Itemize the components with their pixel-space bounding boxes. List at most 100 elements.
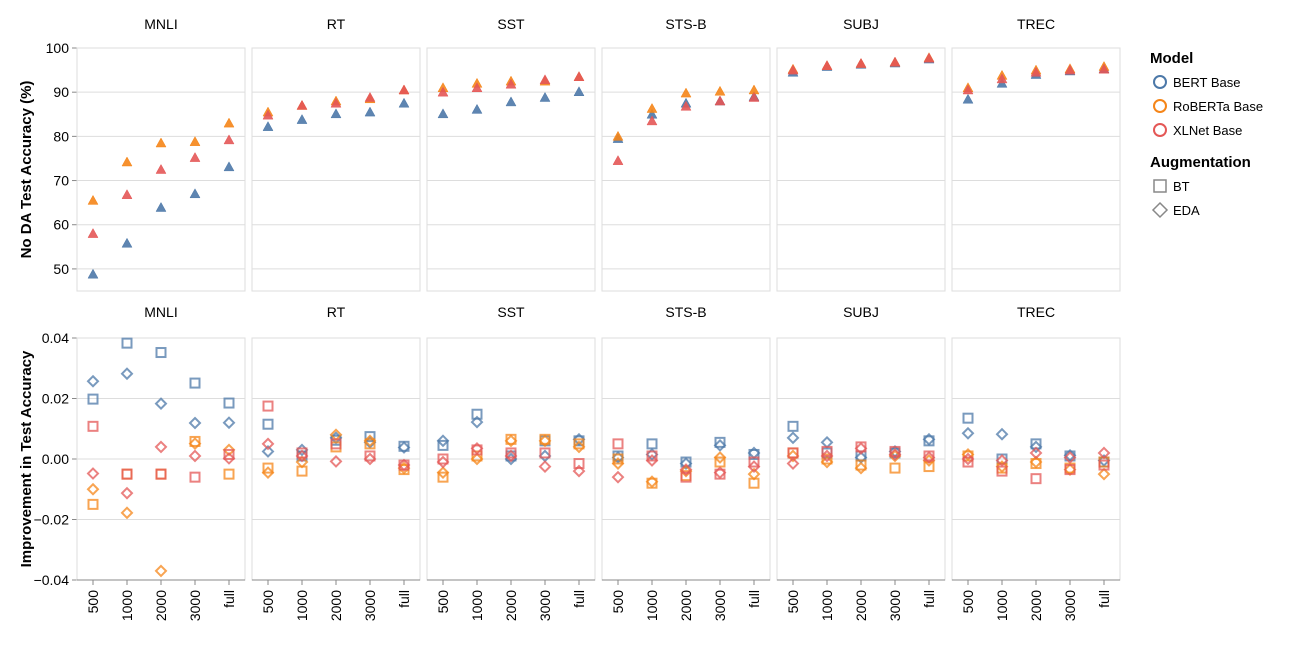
point-xlnet-eda-diamond <box>222 451 236 465</box>
point-xlnet-eda-diamond <box>922 451 936 464</box>
point-roberta-triangle <box>714 85 726 96</box>
point-xlnet-eda-diamond <box>995 454 1009 467</box>
y-axis-title: Improvement in Test Accuracy <box>18 350 35 567</box>
point-xlnet-bt-square <box>539 447 551 459</box>
x-tick-label: 500 <box>610 590 626 614</box>
point-xlnet-eda-diamond <box>397 458 411 472</box>
point-xlnet-eda-diamond <box>120 486 134 500</box>
x-tick-label: 1000 <box>294 590 310 621</box>
point-roberta-eda-diamond <box>995 460 1009 473</box>
legend-bt-square-icon <box>1153 179 1167 193</box>
facet-mnli: MNLI <box>76 16 246 292</box>
point-roberta-eda-diamond <box>679 464 693 478</box>
point-xlnet-triangle <box>646 115 658 126</box>
point-xlnet-eda-diamond <box>188 449 202 463</box>
facet-frame <box>951 47 1121 292</box>
point-xlnet-bt-square <box>573 458 585 470</box>
point-roberta-bt-square <box>855 459 867 471</box>
point-xlnet-eda-diamond <box>470 441 484 455</box>
x-tick-label: 3000 <box>1062 590 1078 621</box>
point-xlnet-triangle <box>1064 64 1076 75</box>
point-bert-triangle <box>573 86 585 96</box>
point-xlnet-eda-diamond <box>154 440 168 454</box>
point-bert-bt-square <box>87 393 99 405</box>
point-bert-triangle <box>539 91 551 102</box>
point-bert-bt-square <box>437 439 449 451</box>
point-bert-eda-diamond <box>572 432 586 446</box>
facet-sst: SST <box>426 16 596 292</box>
y-tick-label: 70 <box>53 173 69 189</box>
y-tick-label: −0.02 <box>34 512 70 528</box>
point-bert-eda-diamond <box>961 426 975 440</box>
point-xlnet-triangle <box>121 189 133 199</box>
x-tick-label: 3000 <box>187 590 203 621</box>
point-xlnet-triangle <box>223 134 235 145</box>
point-bert-triangle <box>364 106 376 117</box>
point-roberta-bt-square <box>121 468 133 480</box>
point-xlnet-triangle <box>539 74 551 85</box>
point-roberta-eda-diamond <box>86 482 100 496</box>
point-xlnet-bt-square <box>680 471 692 483</box>
point-bert-triangle <box>398 97 410 108</box>
y-tick-label: 60 <box>53 217 69 233</box>
legend-bert-circle-icon <box>1153 75 1167 89</box>
point-roberta-triangle <box>223 117 235 128</box>
point-roberta-eda-diamond <box>363 434 377 448</box>
legend-bert-label: BERT Base <box>1173 75 1240 90</box>
point-roberta-triangle <box>121 156 133 167</box>
point-bert-bt-square <box>787 420 799 432</box>
point-xlnet-bt-square <box>437 453 449 465</box>
point-xlnet-eda-diamond <box>436 455 450 469</box>
point-xlnet-bt-square <box>612 438 624 450</box>
facet-title: SUBJ <box>843 304 879 320</box>
point-xlnet-eda-diamond <box>1097 446 1111 460</box>
point-xlnet-eda-diamond <box>261 437 275 451</box>
x-tick-label: 500 <box>785 590 801 614</box>
point-roberta-eda-diamond <box>120 506 134 520</box>
point-xlnet-bt-square <box>962 456 974 468</box>
point-xlnet-triangle <box>87 228 99 238</box>
x-tick-label: 2000 <box>1028 590 1044 621</box>
facet-title: SUBJ <box>843 16 879 32</box>
x-tick-label: 500 <box>960 590 976 614</box>
point-roberta-eda-diamond <box>713 451 727 464</box>
facet-title: TREC <box>1017 16 1055 32</box>
point-xlnet-triangle <box>748 91 760 102</box>
point-xlnet-triangle <box>680 100 692 111</box>
point-xlnet-triangle <box>155 163 167 174</box>
point-xlnet-eda-diamond <box>645 454 659 467</box>
point-roberta-triangle <box>155 137 167 148</box>
x-tick-label: 1000 <box>819 590 835 621</box>
point-bert-eda-diamond <box>188 416 202 430</box>
point-xlnet-triangle <box>1098 63 1110 74</box>
point-xlnet-eda-diamond <box>961 452 975 466</box>
y-tick-label: −0.04 <box>34 572 70 588</box>
point-xlnet-eda-diamond <box>713 466 727 480</box>
point-bert-triangle <box>505 96 517 107</box>
point-bert-eda-diamond <box>1097 454 1111 467</box>
point-bert-bt-square <box>364 431 376 443</box>
x-tick-label: 2000 <box>503 590 519 621</box>
x-tick-label: full <box>921 590 937 608</box>
point-xlnet-triangle <box>612 155 624 165</box>
chart-row-accuracy: No DA Test Accuracy (%) 50 60 70 80 90 100 MNLI… <box>18 16 1121 292</box>
point-bert-eda-diamond <box>922 432 936 446</box>
point-xlnet-bt-square <box>364 450 376 462</box>
point-xlnet-eda-diamond <box>1029 446 1043 460</box>
point-xlnet-eda-diamond <box>611 470 625 484</box>
point-roberta-bt-square <box>437 471 449 483</box>
facet-rt: RT 500 1000 2000 3000 full <box>251 304 421 621</box>
point-xlnet-bt-square <box>262 400 274 412</box>
legend-item-roberta: RoBERTa Base <box>1153 99 1263 114</box>
point-roberta-bt-square <box>889 462 901 474</box>
x-tick-label: full <box>221 590 237 608</box>
facet-frame <box>776 47 946 292</box>
point-roberta-eda-diamond <box>747 467 761 481</box>
point-xlnet-eda-diamond <box>820 449 834 463</box>
point-xlnet-bt-square <box>1064 464 1076 476</box>
facet-trec: TREC <box>951 16 1121 292</box>
point-roberta-eda-diamond <box>572 440 586 454</box>
point-roberta-triangle <box>680 87 692 98</box>
point-bert-eda-diamond <box>86 374 100 388</box>
point-xlnet-triangle <box>296 99 308 110</box>
